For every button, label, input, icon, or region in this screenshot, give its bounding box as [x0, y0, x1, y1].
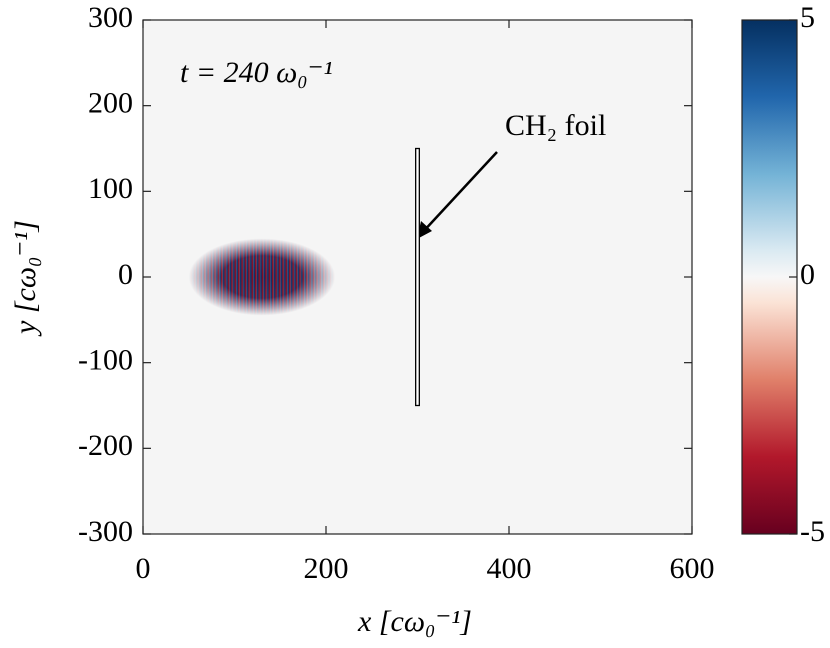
foil: [415, 147, 420, 407]
arrow: [420, 151, 498, 235]
y-tick-label: -100: [78, 344, 133, 377]
x-tick-label: 200: [304, 552, 349, 585]
y-tick-label: -200: [78, 429, 133, 462]
x-axis-label: x [cω₀⁻¹]: [357, 605, 472, 638]
x-tick-label: 600: [670, 552, 715, 585]
y-tick-label: 200: [88, 87, 133, 120]
time-annotation: t = 240 ω₀⁻¹: [180, 56, 333, 89]
laser-pulse: [188, 238, 336, 316]
y-tick-label: 0: [118, 258, 133, 291]
y-tick-label: -300: [78, 515, 133, 548]
colorbar-tick-label: 5: [800, 1, 815, 34]
y-tick-label: 100: [88, 172, 133, 205]
foil-annotation: CH₂ foil: [505, 109, 606, 142]
colorbar: [741, 19, 798, 535]
x-tick-label: 0: [136, 552, 151, 585]
y-axis-label: y [cω₀⁻¹]: [9, 220, 42, 337]
colorbar-tick-label: 0: [800, 258, 815, 291]
x-tick-label: 400: [487, 552, 532, 585]
arrow-head: [417, 221, 432, 239]
colorbar-tick-label: -5: [800, 515, 825, 548]
y-tick-label: 300: [88, 1, 133, 34]
